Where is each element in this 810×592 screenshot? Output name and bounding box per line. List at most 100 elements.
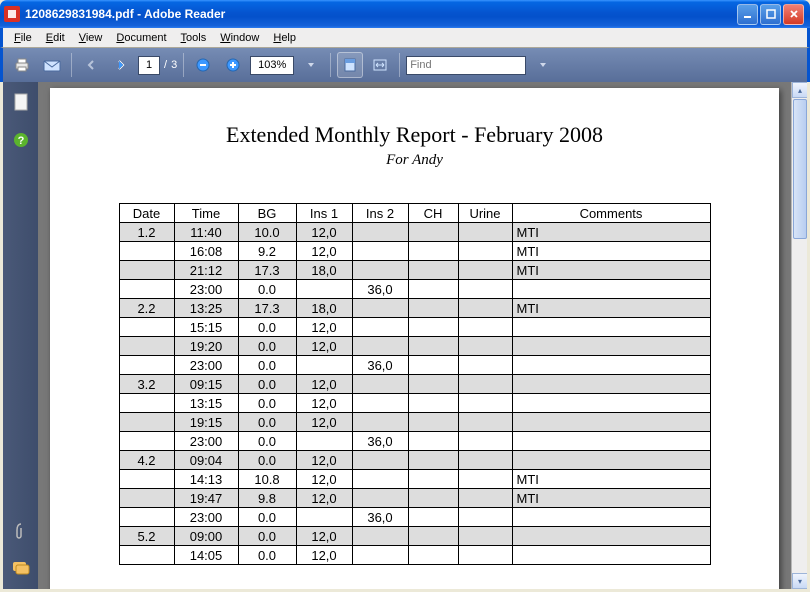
menu-tools[interactable]: Tools bbox=[174, 30, 214, 46]
table-cell bbox=[352, 413, 408, 432]
fit-width-button[interactable] bbox=[367, 52, 393, 78]
menu-view[interactable]: View bbox=[72, 30, 110, 46]
table-cell: 3.2 bbox=[119, 375, 174, 394]
table-cell: 0.0 bbox=[238, 432, 296, 451]
table-cell bbox=[119, 470, 174, 489]
table-cell: MTI bbox=[512, 242, 710, 261]
zoom-input[interactable] bbox=[250, 56, 294, 75]
document-viewport[interactable]: Extended Monthly Report - February 2008 … bbox=[38, 82, 807, 589]
find-input[interactable] bbox=[406, 56, 526, 75]
table-cell: 09:04 bbox=[174, 451, 238, 470]
vertical-scrollbar[interactable]: ▴ ▾ bbox=[791, 82, 807, 589]
table-cell bbox=[458, 546, 512, 565]
table-cell bbox=[408, 451, 458, 470]
table-cell bbox=[119, 432, 174, 451]
table-cell: MTI bbox=[512, 261, 710, 280]
titlebar: 1208629831984.pdf - Adobe Reader bbox=[0, 0, 810, 28]
table-row: 14:050.012,0 bbox=[119, 546, 710, 565]
print-button[interactable] bbox=[9, 52, 35, 78]
minimize-button[interactable] bbox=[737, 4, 758, 25]
report-title: Extended Monthly Report - February 2008 bbox=[50, 122, 779, 148]
table-cell bbox=[119, 356, 174, 375]
table-cell bbox=[352, 375, 408, 394]
table-cell: 16:08 bbox=[174, 242, 238, 261]
comments-icon[interactable] bbox=[11, 559, 31, 579]
table-cell: 19:47 bbox=[174, 489, 238, 508]
table-cell: 2.2 bbox=[119, 299, 174, 318]
table-cell: 12,0 bbox=[296, 413, 352, 432]
table-cell bbox=[458, 432, 512, 451]
envelope-button[interactable] bbox=[39, 52, 65, 78]
maximize-button[interactable] bbox=[760, 4, 781, 25]
nav-sidebar: ? bbox=[3, 82, 38, 589]
table-cell: 17.3 bbox=[238, 299, 296, 318]
table-cell: 17.3 bbox=[238, 261, 296, 280]
table-cell: 36,0 bbox=[352, 356, 408, 375]
column-header: Urine bbox=[458, 204, 512, 223]
table-cell bbox=[296, 432, 352, 451]
menubar: File Edit View Document Tools Window Hel… bbox=[0, 28, 810, 48]
table-cell bbox=[458, 242, 512, 261]
table-cell: 12,0 bbox=[296, 527, 352, 546]
table-cell: 23:00 bbox=[174, 508, 238, 527]
next-page-button[interactable] bbox=[108, 52, 134, 78]
menu-help[interactable]: Help bbox=[266, 30, 303, 46]
table-cell bbox=[119, 546, 174, 565]
pages-panel-icon[interactable] bbox=[11, 92, 31, 112]
column-header: CH bbox=[408, 204, 458, 223]
toolbar-separator bbox=[330, 53, 331, 77]
table-cell bbox=[352, 318, 408, 337]
table-row: 23:000.036,0 bbox=[119, 280, 710, 299]
table-cell bbox=[119, 318, 174, 337]
scroll-up-arrow[interactable]: ▴ bbox=[792, 82, 807, 98]
table-cell bbox=[296, 508, 352, 527]
table-cell bbox=[408, 337, 458, 356]
table-cell: 14:05 bbox=[174, 546, 238, 565]
table-cell bbox=[408, 375, 458, 394]
find-dropdown[interactable] bbox=[530, 52, 556, 78]
table-cell: 0.0 bbox=[238, 413, 296, 432]
table-cell: 19:15 bbox=[174, 413, 238, 432]
table-cell bbox=[119, 413, 174, 432]
table-cell: 12,0 bbox=[296, 318, 352, 337]
table-cell bbox=[119, 394, 174, 413]
table-cell bbox=[512, 451, 710, 470]
table-cell: 12,0 bbox=[296, 451, 352, 470]
table-cell bbox=[512, 375, 710, 394]
table-cell bbox=[352, 451, 408, 470]
table-cell: 36,0 bbox=[352, 432, 408, 451]
help-icon[interactable]: ? bbox=[11, 130, 31, 150]
table-cell: 15:15 bbox=[174, 318, 238, 337]
table-cell: 0.0 bbox=[238, 337, 296, 356]
table-cell bbox=[408, 470, 458, 489]
close-button[interactable] bbox=[783, 4, 804, 25]
table-cell: 09:00 bbox=[174, 527, 238, 546]
menu-file[interactable]: File bbox=[7, 30, 39, 46]
report-table: DateTimeBGIns 1Ins 2CHUrineComments 1.21… bbox=[119, 203, 711, 565]
zoom-in-button[interactable] bbox=[220, 52, 246, 78]
table-cell bbox=[512, 318, 710, 337]
table-cell bbox=[352, 223, 408, 242]
table-cell bbox=[458, 337, 512, 356]
table-cell: 12,0 bbox=[296, 242, 352, 261]
menu-edit[interactable]: Edit bbox=[39, 30, 72, 46]
toolbar: / 3 bbox=[0, 48, 810, 82]
table-cell bbox=[408, 394, 458, 413]
table-row: 2.213:2517.318,0MTI bbox=[119, 299, 710, 318]
scroll-down-arrow[interactable]: ▾ bbox=[792, 573, 807, 589]
prev-page-button[interactable] bbox=[78, 52, 104, 78]
page-number-input[interactable] bbox=[138, 56, 160, 75]
scroll-thumb[interactable] bbox=[793, 99, 807, 239]
table-cell: 12,0 bbox=[296, 394, 352, 413]
table-cell bbox=[512, 337, 710, 356]
menu-document[interactable]: Document bbox=[109, 30, 173, 46]
table-cell bbox=[352, 546, 408, 565]
zoom-out-button[interactable] bbox=[190, 52, 216, 78]
table-cell bbox=[119, 508, 174, 527]
menu-window[interactable]: Window bbox=[213, 30, 266, 46]
table-cell bbox=[458, 394, 512, 413]
table-cell bbox=[512, 280, 710, 299]
attachments-icon[interactable] bbox=[11, 521, 31, 541]
zoom-dropdown[interactable] bbox=[298, 52, 324, 78]
fit-page-button[interactable] bbox=[337, 52, 363, 78]
